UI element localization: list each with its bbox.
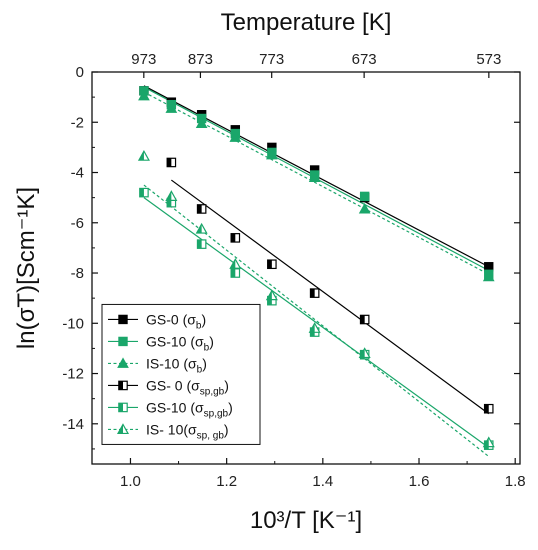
plot-frame xyxy=(91,71,521,465)
legend-label: IS- 10(σsp, gb) xyxy=(146,421,229,441)
data-point-fill xyxy=(167,158,172,167)
x-tick-label: 1.8 xyxy=(505,473,526,490)
data-point xyxy=(358,347,371,359)
data-point xyxy=(308,171,321,183)
data-point xyxy=(166,157,177,168)
data-point xyxy=(229,131,242,142)
data-point xyxy=(266,148,278,160)
data-point xyxy=(165,102,178,113)
y-axis-ticks: 0 -2 -4 -6 -8 -10 -12 -14 xyxy=(62,64,520,450)
data-point xyxy=(139,187,149,198)
top-tick-label: 873 xyxy=(188,51,213,68)
data-point xyxy=(230,233,241,243)
legend-label: GS-10 (σsp,gb) xyxy=(146,399,233,419)
x-axis-ticks: 1.0 1.2 1.4 1.6 1.8 xyxy=(120,458,526,490)
y-tick-label: -10 xyxy=(62,315,84,332)
legend: GS-0 (σb)GS-10 (σb)IS-10 (σb)GS- 0 (σsp,… xyxy=(101,303,261,445)
x-tick-label: 1.6 xyxy=(409,473,430,490)
data-point-fill xyxy=(230,259,236,269)
x-axis-title: 10³/T [K⁻¹] xyxy=(250,507,362,534)
top-tick-label: 573 xyxy=(476,51,501,68)
fit-line-3 xyxy=(143,91,490,275)
legend-marker xyxy=(118,314,128,325)
y-tick-label: -2 xyxy=(71,114,84,131)
top-axis-ticks: 973 873 773 673 573 xyxy=(131,51,501,78)
data-point-fill xyxy=(139,188,144,197)
y-tick-label: -6 xyxy=(71,215,84,232)
data-point-fill xyxy=(197,204,202,214)
data-point-fill xyxy=(166,191,172,201)
data-point-fill xyxy=(231,268,236,278)
data-point-fill xyxy=(359,348,365,358)
data-point xyxy=(482,436,495,448)
legend-marker xyxy=(118,336,128,347)
top-tick-label: 673 xyxy=(352,51,377,68)
legend-marker-fill xyxy=(118,424,123,434)
data-point xyxy=(309,288,320,298)
x-tick-label: 1.0 xyxy=(120,473,141,490)
y-tick-label: -4 xyxy=(71,165,84,182)
plot-area: GS-0 (σb)GS-10 (σb)IS-10 (σb)GS- 0 (σsp,… xyxy=(91,71,521,465)
legend-label: GS-10 (σb) xyxy=(146,333,214,353)
data-point-fill xyxy=(266,290,272,300)
data-point-fill xyxy=(196,224,202,234)
data-point-fill xyxy=(484,404,489,413)
y-axis-title: ln(σT)[Scm⁻¹K] xyxy=(13,187,40,349)
data-point-fill xyxy=(138,151,144,161)
data-point xyxy=(267,259,277,270)
legend-label: GS-0 (σb) xyxy=(146,311,206,331)
data-point xyxy=(483,403,494,414)
y-tick-label: -14 xyxy=(62,416,84,433)
data-point xyxy=(482,270,495,282)
data-point xyxy=(165,190,178,201)
data-point-fill xyxy=(483,437,489,447)
top-tick-label: 973 xyxy=(131,51,156,68)
fit-line-4 xyxy=(170,179,490,415)
data-point xyxy=(358,202,371,214)
legend-label: IS-10 (σb) xyxy=(146,355,207,375)
data-point xyxy=(137,149,150,161)
data-point xyxy=(359,314,370,325)
x-tick-label: 1.4 xyxy=(312,473,333,490)
fit-line-5 xyxy=(143,197,490,449)
data-point-fill xyxy=(309,323,315,333)
data-point xyxy=(196,239,207,249)
series-6 xyxy=(137,149,495,448)
legend-box xyxy=(101,303,261,445)
data-points xyxy=(137,86,495,450)
data-point xyxy=(265,289,278,301)
data-point-fill xyxy=(360,315,365,324)
legend-marker xyxy=(117,357,129,368)
data-point-fill xyxy=(267,260,272,269)
y-tick-label: -12 xyxy=(62,366,84,383)
data-point xyxy=(138,89,150,101)
top-tick-label: 773 xyxy=(259,51,284,68)
data-point-fill xyxy=(231,233,236,243)
legend-marker xyxy=(118,402,128,413)
x-tick-label: 1.2 xyxy=(216,473,237,490)
legend-marker-fill xyxy=(118,403,123,412)
data-point-fill xyxy=(197,239,202,249)
legend-label: GS- 0 (σsp,gb) xyxy=(146,377,229,397)
series-3 xyxy=(138,89,495,282)
y-tick-label: 0 xyxy=(76,64,84,81)
legend-marker-fill xyxy=(118,381,123,390)
data-point xyxy=(308,322,321,333)
data-point-fill xyxy=(167,198,172,207)
y-tick-label: -8 xyxy=(71,265,84,282)
data-point xyxy=(230,268,241,278)
series-4 xyxy=(166,157,494,414)
data-point xyxy=(359,191,370,202)
top-axis-title: Temperature [K] xyxy=(221,9,392,36)
data-point-fill xyxy=(267,296,272,305)
data-point xyxy=(195,222,208,234)
data-point-fill xyxy=(310,288,315,298)
data-point xyxy=(195,117,208,129)
data-point xyxy=(196,204,207,214)
y-axis-title-group: ln(σT)[Scm⁻¹K] xyxy=(13,187,40,349)
data-point xyxy=(229,257,242,269)
legend-marker xyxy=(118,380,128,391)
legend-marker xyxy=(116,423,130,435)
